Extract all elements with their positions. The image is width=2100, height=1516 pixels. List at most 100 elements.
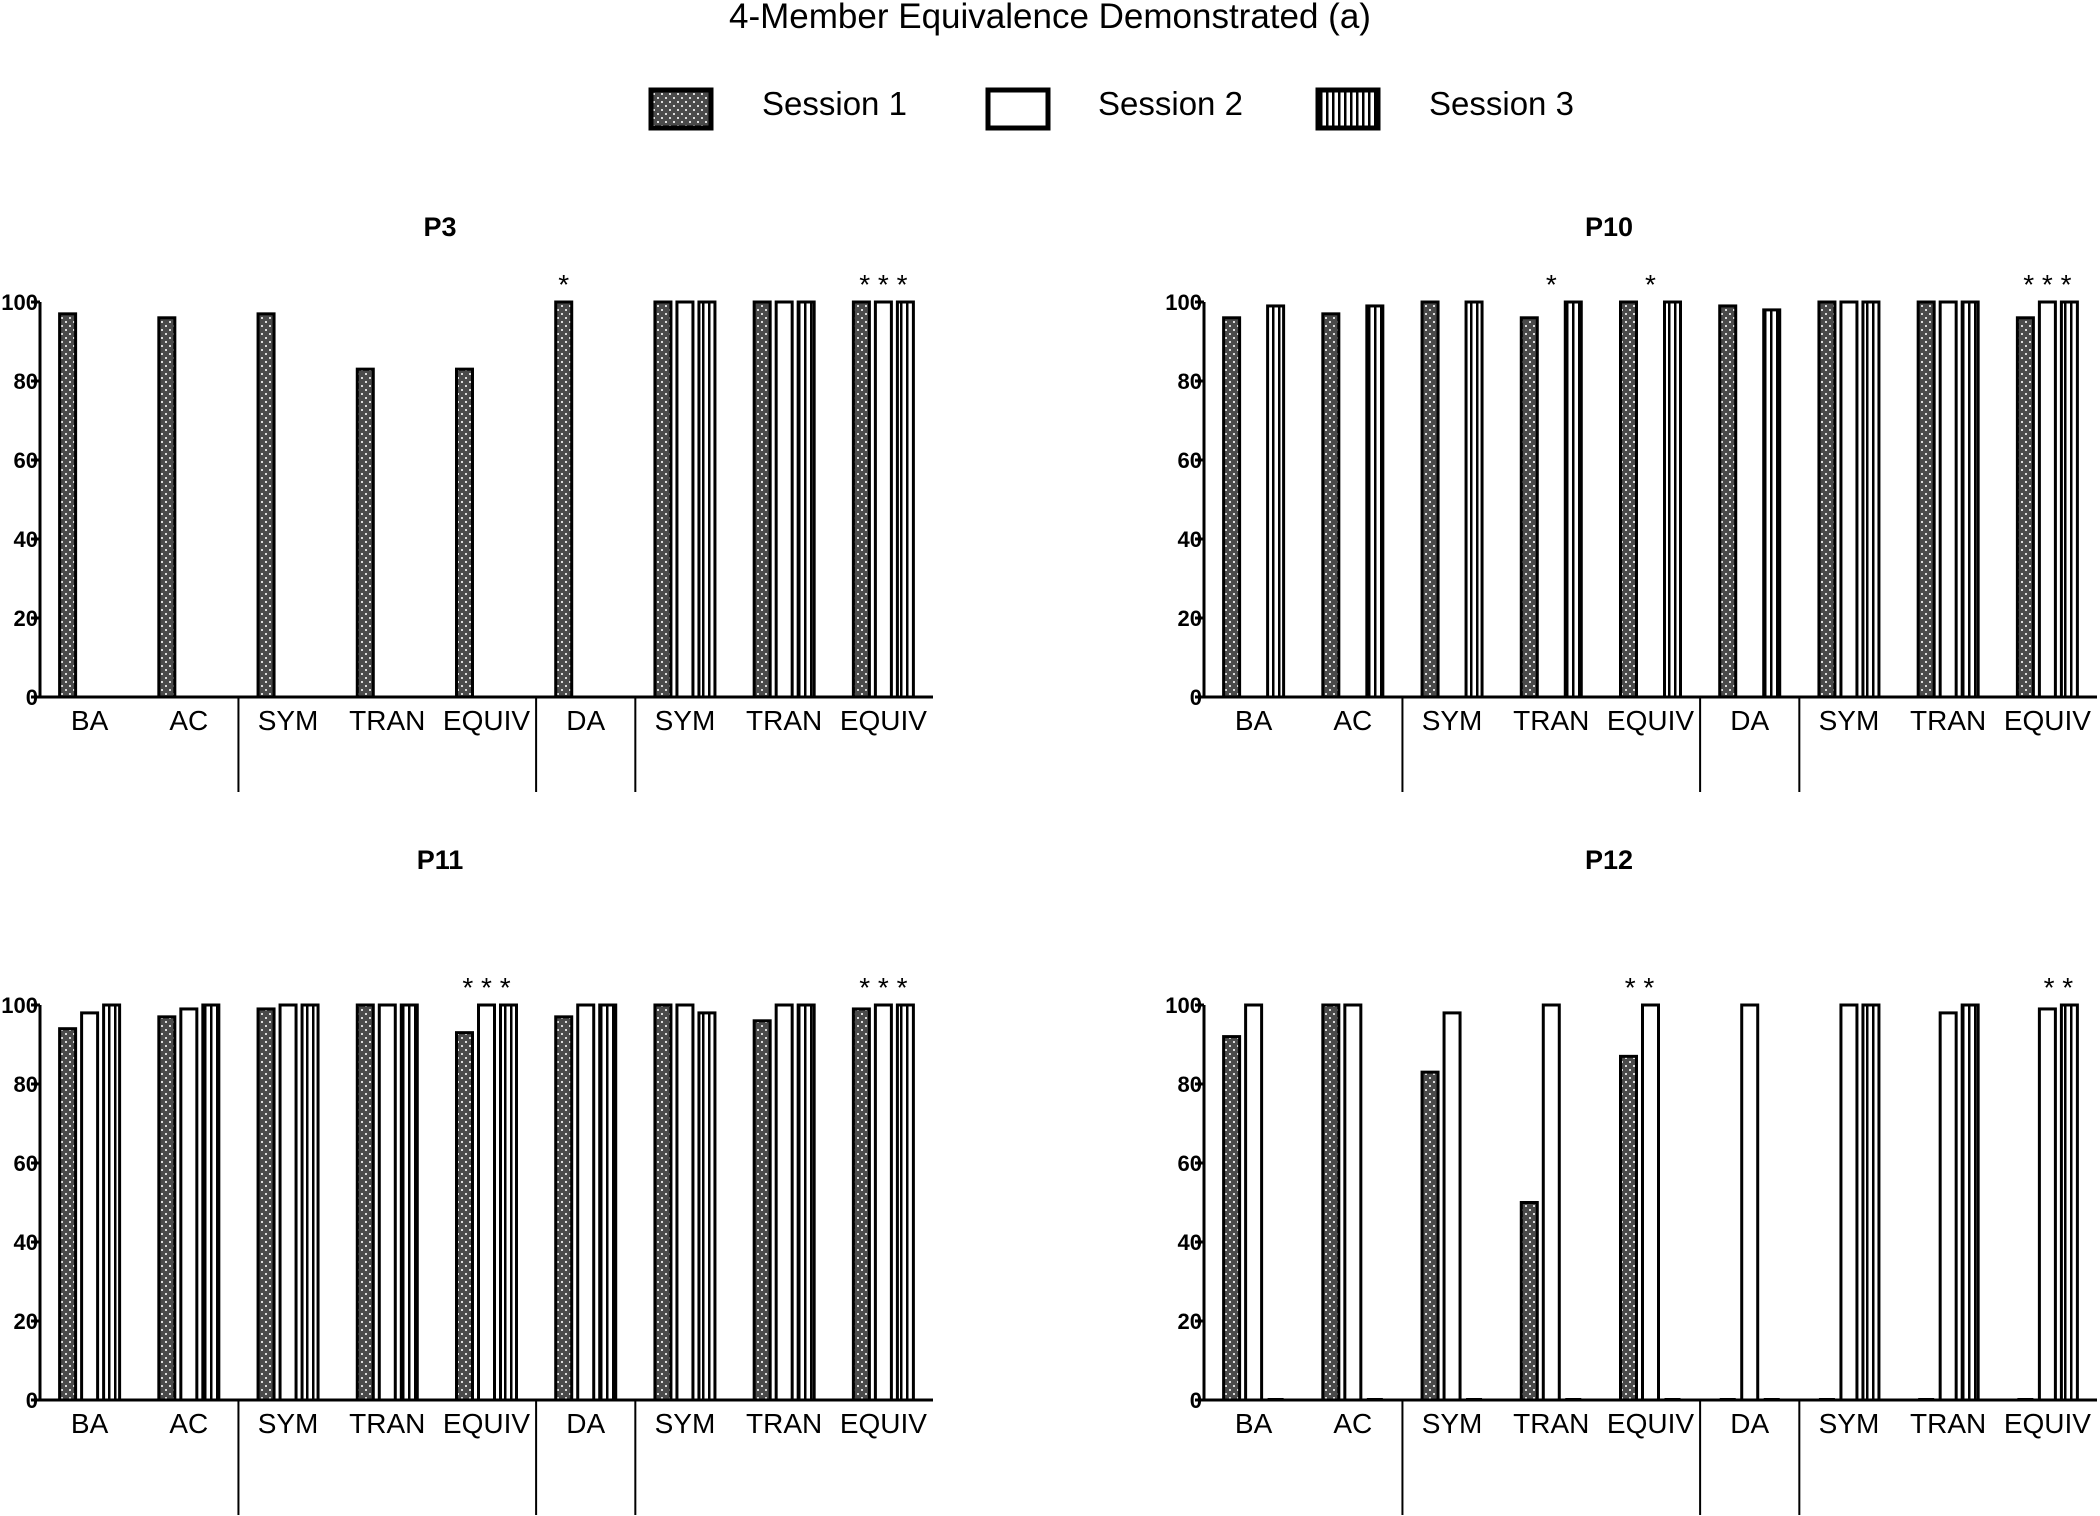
x-tick-label: SYM (1819, 705, 1880, 736)
bar-group (653, 300, 717, 699)
x-tick-label: EQUIV (840, 1408, 927, 1439)
x-tick-label: SYM (258, 705, 319, 736)
bar (895, 1003, 915, 1402)
y-tick-label: 20 (14, 606, 38, 631)
bar-group (1420, 1011, 1483, 1402)
x-tick-label: EQUIV (2004, 1408, 2091, 1439)
y-tick-label: 100 (1, 290, 38, 315)
bar-group: * * * (851, 972, 915, 1402)
bar-group (157, 1003, 221, 1402)
y-tick-label: 60 (1178, 1151, 1202, 1176)
bar (675, 1003, 695, 1402)
x-tick-label: EQUIV (840, 705, 927, 736)
y-tick-label: 100 (1, 993, 38, 1018)
bar (1519, 316, 1539, 699)
x-tick-label: BA (1235, 705, 1273, 736)
legend-swatch (985, 87, 1051, 131)
bar (598, 1003, 618, 1402)
y-tick-label: 60 (14, 1151, 38, 1176)
x-tick-label: SYM (655, 705, 716, 736)
bar (2037, 300, 2057, 699)
bar (2059, 1003, 2079, 1402)
bar (1663, 300, 1682, 699)
x-tick-label: TRAN (746, 1408, 822, 1439)
significance-marker: * (1645, 269, 1656, 300)
bar (256, 312, 276, 699)
legend: Session 1 Session 2 Session 3 (648, 85, 1574, 131)
bar (851, 300, 871, 699)
bar (1619, 300, 1638, 699)
panel-p3: P3 0 20 40 60 80 100 BA AC SYM TRAN EQUIV * DA SYM TRAN… (1, 212, 933, 792)
y-tick-label: 0 (1190, 685, 1202, 710)
bar (1762, 308, 1782, 699)
x-tick-label: EQUIV (1607, 1408, 1694, 1439)
bar (796, 300, 816, 699)
x-tick-label: DA (1730, 1408, 1769, 1439)
y-tick-label: 0 (26, 1388, 38, 1413)
bar-group (256, 1003, 320, 1402)
bar (774, 1003, 794, 1402)
y-tick-label: 80 (14, 1072, 38, 1097)
bar (1464, 300, 1484, 699)
y-tick-label: 40 (1178, 1230, 1202, 1255)
bar (1960, 1003, 1980, 1402)
bar-group (455, 367, 474, 699)
bar-group: * * (1619, 972, 1681, 1402)
x-tick-label: TRAN (1513, 1408, 1589, 1439)
bar (873, 1003, 893, 1402)
y-tick-label: 20 (1178, 606, 1202, 631)
y-tick-label: 40 (1178, 527, 1202, 552)
bar-group (1321, 1003, 1383, 1402)
y-tick-label: 100 (1165, 290, 1202, 315)
y-tick-label: 20 (1178, 1309, 1202, 1334)
bar (1938, 300, 1958, 699)
x-tick-label: DA (566, 705, 605, 736)
bar-group (752, 1003, 816, 1402)
bar-group: * * * (851, 269, 915, 699)
bar (1960, 300, 1980, 699)
bar (1442, 1011, 1462, 1402)
bar-group (1916, 300, 1980, 699)
bar (201, 1003, 221, 1402)
bar-group (1321, 304, 1385, 699)
bar-group (554, 1003, 618, 1402)
bar (179, 1007, 199, 1402)
y-tick-label: 0 (1190, 1388, 1202, 1413)
bar (455, 367, 474, 699)
legend-item: Session 1 (648, 85, 907, 131)
bar (1563, 300, 1583, 699)
bar (576, 1003, 596, 1402)
bar (1222, 316, 1242, 699)
x-tick-label: AC (1333, 705, 1372, 736)
bar (796, 1003, 816, 1402)
x-tick-label: AC (1333, 1408, 1372, 1439)
x-tick-label: EQUIV (443, 705, 530, 736)
bar (157, 316, 177, 699)
bar-group (355, 367, 375, 699)
legend-label: Session 3 (1429, 85, 1574, 122)
x-tick-label: SYM (655, 1408, 716, 1439)
bar (80, 1011, 100, 1402)
bar (554, 1015, 574, 1402)
y-tick-label: 80 (1178, 369, 1202, 394)
significance-marker: * * * (859, 972, 907, 1003)
y-tick-label: 80 (1178, 1072, 1202, 1097)
x-tick-label: BA (71, 1408, 109, 1439)
bar (873, 300, 893, 699)
x-tick-label: DA (1730, 705, 1769, 736)
bar-group (1718, 304, 1782, 699)
bar-group: * * (2017, 972, 2079, 1402)
bar (1541, 1003, 1561, 1402)
legend-item: Session 3 (1315, 85, 1574, 131)
bar-group (653, 1003, 717, 1402)
x-tick-label: TRAN (1513, 705, 1589, 736)
bar (752, 300, 772, 699)
x-tick-label: EQUIV (2004, 705, 2091, 736)
significance-marker: * * * (462, 972, 510, 1003)
bar-group (1222, 1003, 1284, 1402)
bar (58, 312, 78, 699)
bar-group: * * * (2015, 269, 2079, 699)
y-tick-label: 20 (14, 1309, 38, 1334)
bar (1365, 304, 1385, 699)
